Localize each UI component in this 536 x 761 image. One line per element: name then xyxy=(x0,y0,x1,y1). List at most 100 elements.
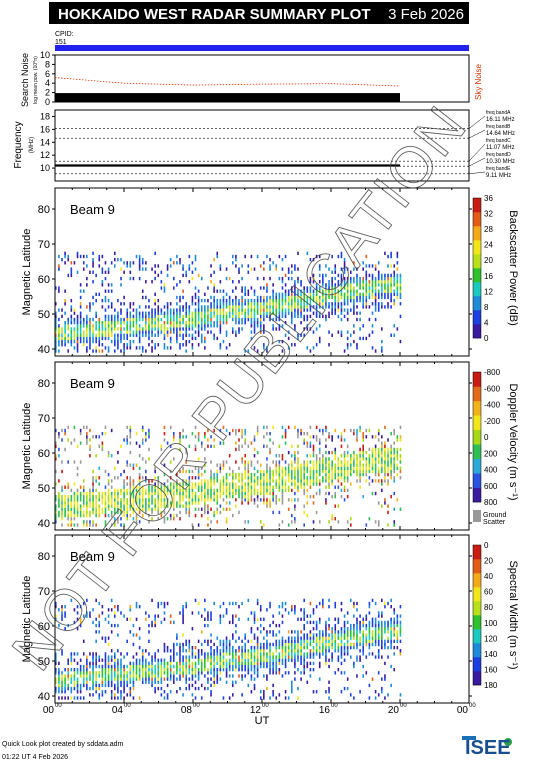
data-cell xyxy=(117,661,119,666)
data-cell xyxy=(123,336,125,341)
data-cell xyxy=(148,507,150,511)
data-cell xyxy=(82,683,85,688)
data-cell xyxy=(113,258,116,262)
data-cell xyxy=(104,636,107,640)
data-cell xyxy=(98,444,101,448)
data-cell xyxy=(303,488,305,493)
data-cell xyxy=(64,677,66,681)
data-cell xyxy=(55,658,57,662)
data-cell xyxy=(92,251,94,256)
data-cell xyxy=(219,441,222,445)
data-cell xyxy=(381,623,383,628)
data-cell xyxy=(67,339,70,344)
data-cell xyxy=(176,479,178,483)
data-cell xyxy=(334,283,337,287)
data-cell xyxy=(163,343,166,347)
data-cell xyxy=(381,339,383,344)
data-cell xyxy=(228,652,231,656)
data-cell xyxy=(213,683,215,688)
data-cell xyxy=(244,311,247,315)
data-cell xyxy=(117,317,119,322)
data-cell xyxy=(266,630,268,634)
data-cell xyxy=(259,469,262,474)
data-cell xyxy=(154,324,156,328)
data-cell xyxy=(200,311,203,315)
data-cell xyxy=(76,683,79,688)
data-cell xyxy=(222,289,225,293)
data-cell xyxy=(160,447,163,452)
data-cell xyxy=(135,652,138,656)
data-cell xyxy=(151,598,153,603)
data-cell xyxy=(129,428,132,433)
data-cell xyxy=(365,469,368,474)
data-cell xyxy=(113,614,116,618)
data-cell xyxy=(303,298,305,303)
data-cell xyxy=(89,343,91,347)
colorbar-tick: 60 xyxy=(484,588,493,597)
data-cell xyxy=(129,674,132,678)
data-cell xyxy=(213,286,215,290)
data-cell xyxy=(98,435,101,439)
data-cell xyxy=(200,696,203,700)
data-cell xyxy=(151,327,153,331)
data-cell xyxy=(377,302,380,306)
data-cell xyxy=(129,501,132,505)
data-cell xyxy=(216,645,219,650)
data-cell xyxy=(110,504,113,508)
data-cell xyxy=(396,438,399,442)
data-cell xyxy=(204,507,206,511)
data-cell xyxy=(337,295,340,300)
data-cell xyxy=(396,292,399,296)
data-cell xyxy=(176,295,178,300)
data-cell xyxy=(204,463,206,467)
data-cell xyxy=(244,441,247,445)
data-cell xyxy=(98,510,101,515)
colorbar-tick: 24 xyxy=(484,241,493,250)
data-cell xyxy=(213,283,215,287)
data-cell xyxy=(219,469,222,474)
data-cell xyxy=(82,664,85,669)
data-cell xyxy=(166,674,169,678)
data-cell xyxy=(110,317,113,322)
data-cell xyxy=(275,327,278,331)
data-cell xyxy=(303,479,305,483)
data-cell xyxy=(244,317,247,322)
data-cell xyxy=(129,302,132,306)
data-cell xyxy=(359,476,361,480)
data-cell xyxy=(343,633,346,637)
data-cell xyxy=(346,289,349,293)
data-cell xyxy=(266,311,268,315)
data-cell xyxy=(225,517,228,521)
data-cell xyxy=(359,690,361,694)
colorbar-segment xyxy=(473,310,481,325)
data-cell xyxy=(89,523,91,527)
data-cell xyxy=(107,668,110,672)
data-cell xyxy=(157,498,160,502)
data-cell xyxy=(73,674,76,678)
data-cell xyxy=(182,491,184,496)
data-cell xyxy=(346,346,349,350)
data-cell xyxy=(92,668,94,672)
data-cell xyxy=(166,321,169,325)
data-cell xyxy=(219,649,222,653)
data-cell xyxy=(356,623,358,628)
data-cell xyxy=(387,463,389,467)
data-cell xyxy=(216,677,219,681)
data-cell xyxy=(275,658,278,662)
data-cell xyxy=(244,254,247,259)
data-cell xyxy=(337,292,340,296)
data-cell xyxy=(346,298,349,303)
data-cell xyxy=(123,302,125,306)
data-cell xyxy=(281,280,284,284)
data-cell xyxy=(188,267,191,271)
data-cell xyxy=(194,308,197,312)
data-cell xyxy=(359,630,361,634)
data-cell xyxy=(384,280,386,284)
data-cell xyxy=(166,504,169,508)
data-cell xyxy=(79,432,82,436)
data-cell xyxy=(272,642,274,647)
data-cell xyxy=(151,488,153,493)
data-cell xyxy=(216,317,219,322)
data-cell xyxy=(117,517,119,521)
